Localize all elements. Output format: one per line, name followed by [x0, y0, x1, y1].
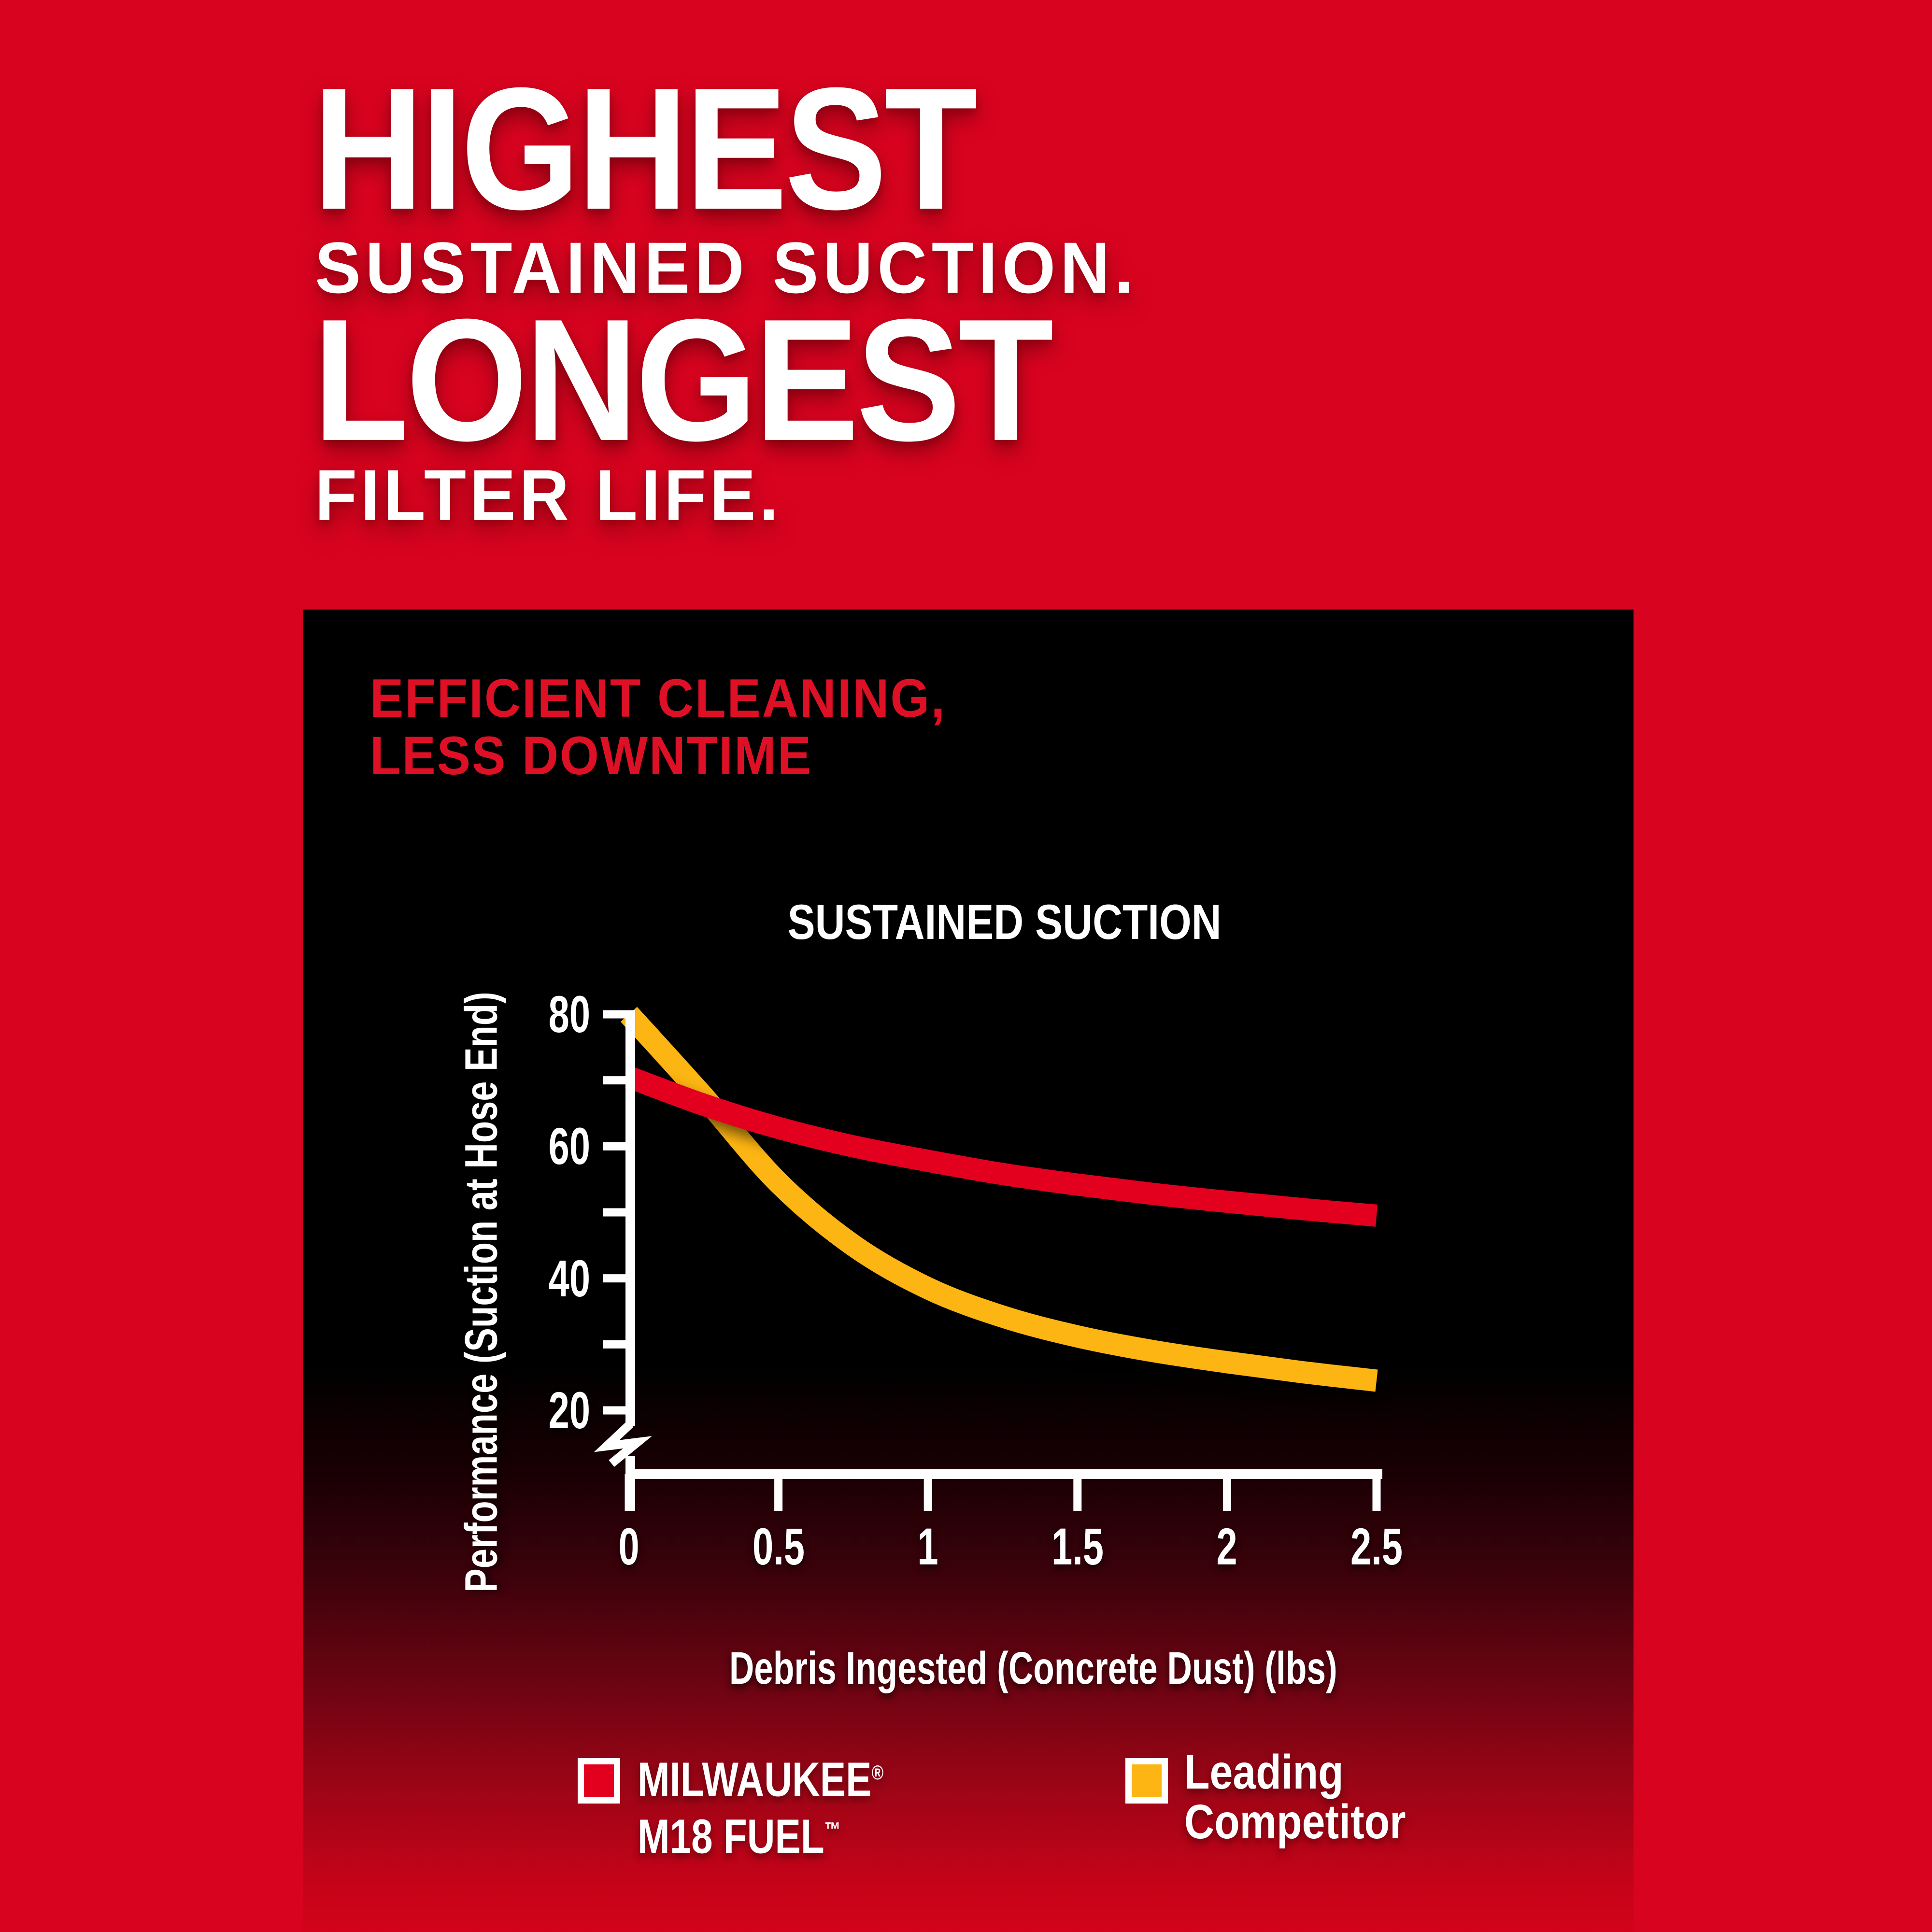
y-tick-label-80: 80: [548, 985, 590, 1043]
legend-competitor-line1: Leading: [1184, 1745, 1344, 1799]
registered-mark: ®: [871, 1761, 884, 1784]
headline-line2: SUSTAINED SUCTION.: [315, 231, 1181, 304]
legend-swatch-milwaukee: [578, 1758, 620, 1804]
x-tick-label-2: 2: [1216, 1517, 1238, 1576]
y-axis-line: [625, 1010, 635, 1426]
y-tick-label-40: 40: [548, 1249, 590, 1307]
x-tick-2.5: [1372, 1474, 1381, 1511]
panel-heading-line2: LESS DOWNTIME: [370, 729, 846, 783]
headline-line4-text: FILTER LIFE.: [315, 455, 782, 536]
x-axis-line: [625, 1469, 1382, 1479]
y-tick-20: [603, 1406, 635, 1415]
x-tick-label-0.5: 0.5: [752, 1517, 805, 1576]
x-tick-label-1.5: 1.5: [1051, 1517, 1104, 1576]
legend-milwaukee-line1: MILWAUKEE: [638, 1752, 872, 1807]
y-tick-label-60: 60: [548, 1117, 590, 1176]
panel-heading-line1: EFFICIENT CLEANING,: [370, 671, 990, 725]
legend-competitor-line2: Competitor: [1184, 1795, 1406, 1849]
y-tick-50: [603, 1208, 635, 1217]
x-tick-2: [1222, 1474, 1231, 1511]
trademark-mark: ™: [824, 1818, 841, 1841]
x-axis-label: Debris Ingested (Concrete Dust) (lbs): [628, 1642, 1381, 1695]
y-axis-break: [594, 1421, 652, 1467]
headline-line3: LONGEST: [313, 293, 1133, 467]
milwaukee-line: [625, 1066, 1378, 1227]
x-tick-0: [625, 1474, 633, 1511]
chart-title: SUSTAINED SUCTION: [628, 894, 1381, 951]
y-tick-40: [603, 1274, 635, 1283]
legend-milwaukee-line2: M18 FUEL: [638, 1809, 824, 1864]
x-axis-label-text: Debris Ingested (Concrete Dust) (lbs): [729, 1643, 1337, 1694]
x-tick-1: [923, 1474, 932, 1511]
x-tick-label-2.5: 2.5: [1350, 1517, 1403, 1576]
y-tick-70: [603, 1076, 635, 1085]
y-tick-80: [603, 1010, 635, 1019]
chart-panel: [303, 610, 1634, 1932]
x-tick-1.5: [1073, 1474, 1082, 1511]
competitor-line: [620, 1007, 1378, 1392]
legend-swatch-competitor: [1125, 1758, 1168, 1804]
legend-label-milwaukee: MILWAUKEE® M18 FUEL™: [638, 1747, 945, 1862]
panel-heading-line2-text: LESS DOWNTIME: [370, 725, 812, 786]
y-tick-label-20: 20: [548, 1381, 590, 1440]
headline-line4: FILTER LIFE.: [315, 459, 807, 531]
x-tick-0.5: [774, 1474, 783, 1511]
headline-line1: HIGHEST: [313, 62, 1065, 236]
x-tick-label-1: 1: [917, 1517, 938, 1576]
legend-label-competitor: Leading Competitor: [1184, 1747, 1442, 1847]
y-tick-30: [603, 1340, 635, 1349]
chart-title-text: SUSTAINED SUCTION: [787, 895, 1222, 950]
x-tick-label-0: 0: [618, 1517, 639, 1576]
headline-line1-text: HIGHEST: [313, 52, 978, 246]
y-tick-60: [603, 1142, 635, 1151]
headline-line2-text: SUSTAINED SUCTION.: [315, 227, 1138, 308]
headline-line3-text: LONGEST: [313, 283, 1054, 477]
panel-heading-line1-text: EFFICIENT CLEANING,: [370, 668, 946, 728]
